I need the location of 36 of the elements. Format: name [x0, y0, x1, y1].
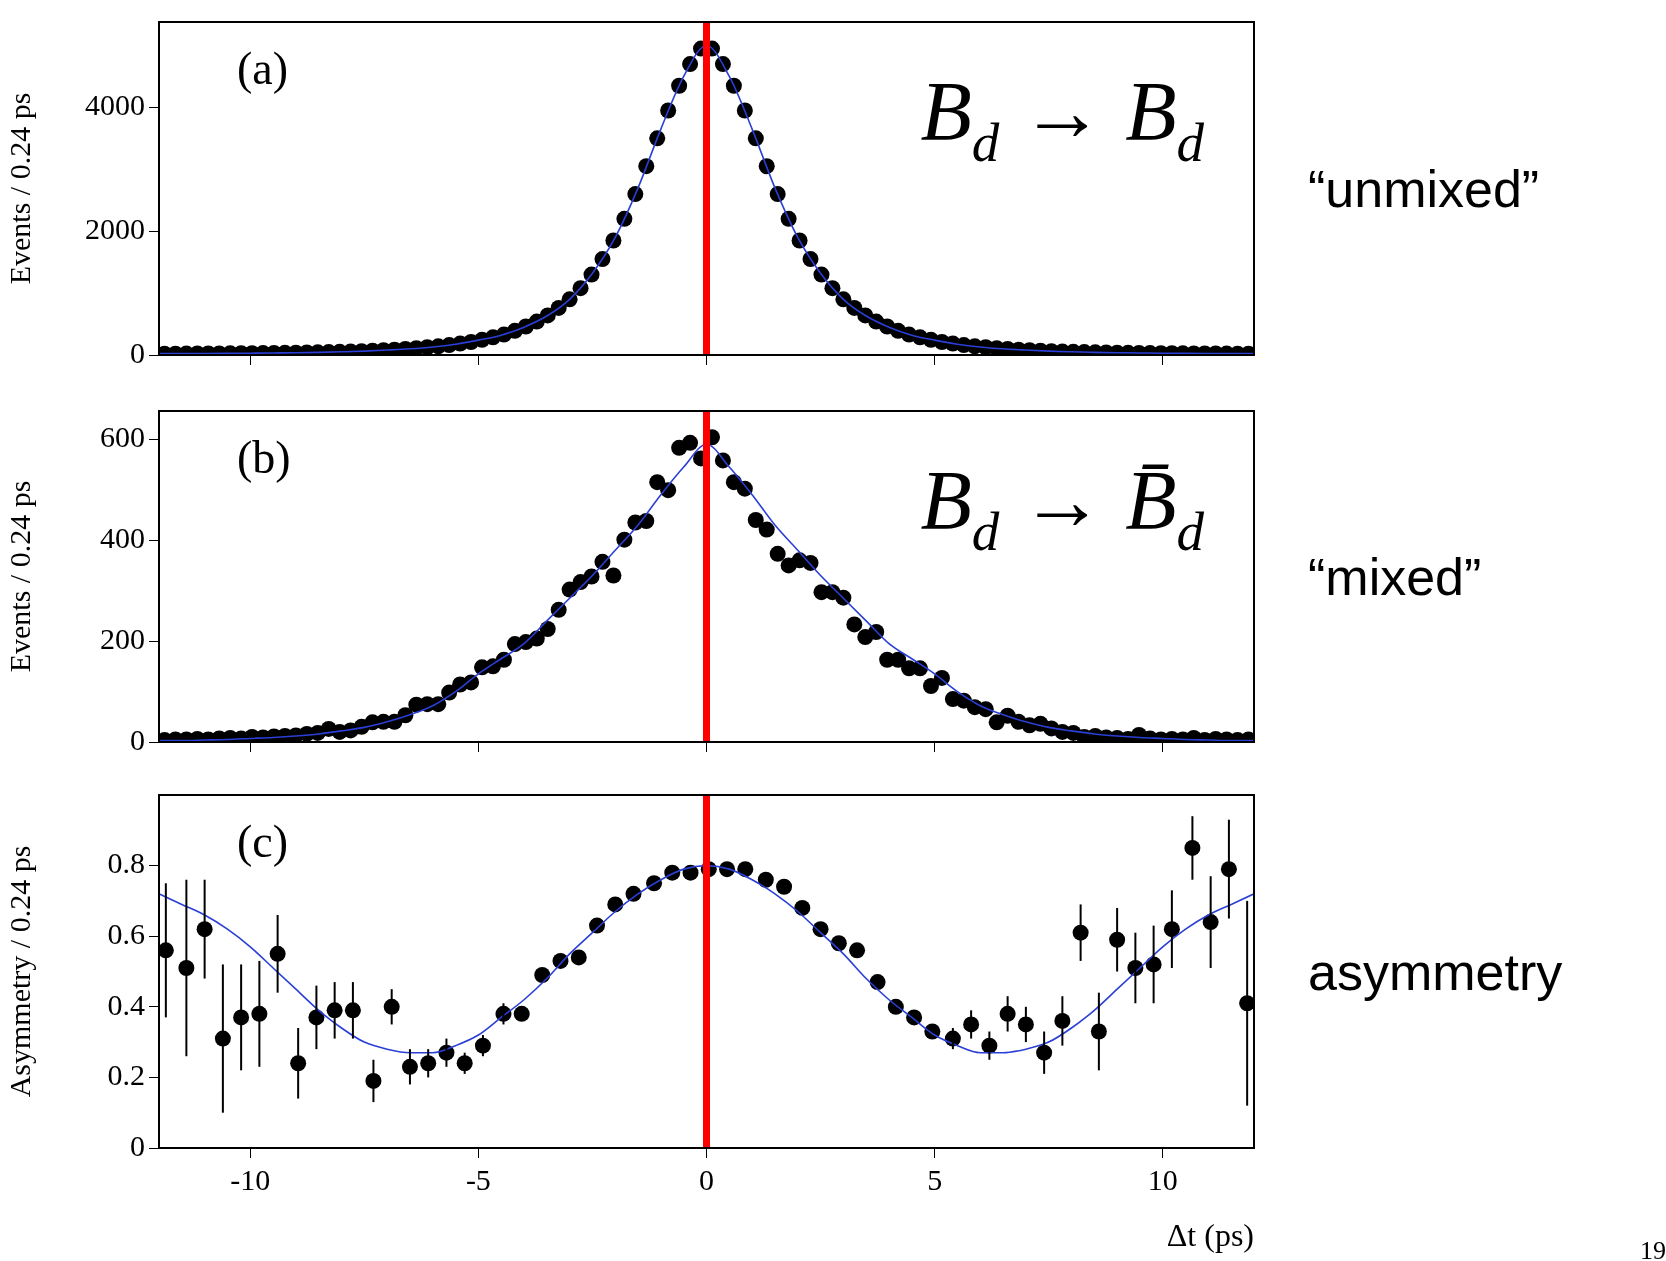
y-tick-label: 0 [130, 335, 145, 369]
y-tick-label: 0.4 [107, 987, 145, 1021]
y-tick-label: 200 [100, 621, 145, 655]
text: 19 [1640, 1236, 1666, 1261]
point [737, 861, 754, 878]
x-tick-label: -5 [465, 1162, 491, 1196]
y-tick-label: 0.6 [107, 917, 145, 951]
y-axis-title: Events / 0.24 ps [2, 480, 36, 673]
x-tick-label: 10 [1147, 1162, 1178, 1196]
y-tick-label: 0 [130, 722, 145, 756]
y-axis-title: Asymmetry / 0.24 ps [2, 845, 36, 1098]
point [570, 949, 587, 966]
y-tick-label: 600 [100, 420, 145, 454]
text: “unmixed” [1308, 159, 1540, 218]
text: asymmetry [1308, 942, 1563, 1001]
y-tick-label: 2000 [85, 212, 145, 246]
x-axis-title: Δt (ps) [1166, 1217, 1254, 1254]
point [607, 896, 624, 913]
x-tick-label: 0 [699, 1162, 714, 1196]
y-tick-label: 0.2 [107, 1058, 145, 1092]
y-tick-label: 0 [130, 1128, 145, 1162]
y-tick-label: 4000 [85, 88, 145, 122]
point [534, 967, 551, 984]
annotation: (c) [237, 816, 289, 867]
point [757, 871, 774, 888]
annotation: (a) [237, 43, 289, 94]
text: “mixed” [1308, 547, 1482, 606]
y-axis-title: Events / 0.24 ps [2, 92, 36, 285]
x-tick-label: -10 [230, 1162, 271, 1196]
point [849, 942, 866, 959]
y-tick-label: 400 [100, 521, 145, 555]
point [776, 878, 793, 895]
point [794, 899, 811, 916]
annotation: (b) [237, 432, 291, 483]
y-tick-label: 0.8 [107, 846, 145, 880]
x-tick-label: 5 [927, 1162, 943, 1196]
